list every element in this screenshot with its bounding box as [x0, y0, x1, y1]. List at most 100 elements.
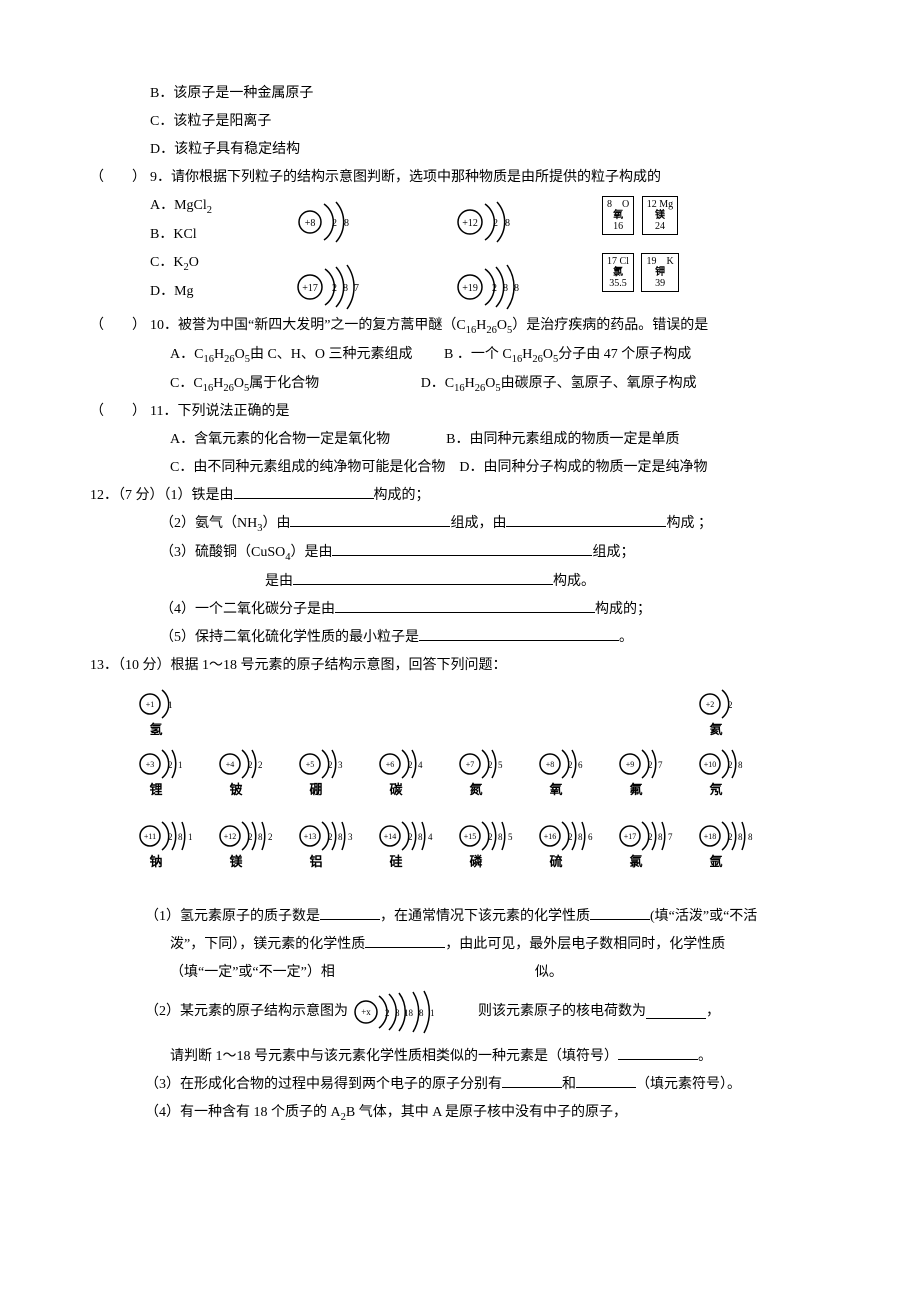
svg-text:氦: 氦 — [709, 722, 722, 737]
blank[interactable] — [293, 570, 553, 585]
q11-opts-row1: A．含氧元素的化合物一定是氧化物 B．由同种元素组成的物质一定是单质 — [170, 426, 830, 454]
atom-x-icon: +x 2 8 18 8 1 — [348, 987, 478, 1037]
svg-text:8: 8 — [178, 832, 183, 842]
blank[interactable] — [590, 905, 650, 920]
svg-text:氟: 氟 — [629, 782, 642, 797]
answer-paren[interactable]: （ ） — [90, 312, 150, 340]
q9-opt-b: B．KCl — [150, 221, 270, 249]
svg-text:铝: 铝 — [309, 854, 322, 869]
element-box-o: 8 O氧16 — [602, 196, 634, 235]
q9-opt-a: A．MgCl2 — [150, 192, 270, 221]
svg-text:6: 6 — [578, 760, 583, 770]
svg-text:+16: +16 — [544, 832, 557, 841]
q12-5: （5）保持二氧化硫化学性质的最小粒子是。 — [160, 624, 830, 652]
svg-text:4: 4 — [418, 760, 423, 770]
blank[interactable] — [502, 1073, 562, 1088]
answer-paren[interactable]: （ ） — [90, 164, 150, 192]
q13-1b: 泼”，下同），镁元素的化学性质，由此可见，最外层电子数相同时，化学性质 — [170, 931, 830, 959]
svg-text:8: 8 — [738, 760, 743, 770]
q13-3: （3）在形成化合物的过程中易得到两个电子的原子分别有和（填元素符号）。 — [145, 1071, 830, 1099]
q13-periodic-diagram: +11氢+22氦 +321锂+422铍+523硼+624碳+725氮+826氧+… — [130, 686, 830, 897]
blank[interactable] — [419, 626, 619, 641]
blank[interactable] — [332, 541, 592, 556]
svg-text:2: 2 — [385, 1008, 390, 1018]
svg-text:+2: +2 — [706, 700, 715, 709]
svg-text:7: 7 — [668, 832, 673, 842]
svg-text:+17: +17 — [302, 283, 318, 294]
svg-text:2: 2 — [488, 760, 493, 770]
q13-head: 13．（10 分）根据 1～18 号元素的原子结构示意图，回答下列问题： — [90, 652, 830, 680]
svg-text:锂: 锂 — [149, 782, 162, 797]
option-d: D．该粒子具有稳定结构 — [150, 136, 830, 164]
svg-text:2: 2 — [648, 832, 653, 842]
q13-2b: 请判断 1～18 号元素中与该元素化学性质相类似的一种元素是（填符号）。 — [170, 1043, 830, 1071]
svg-text:6: 6 — [588, 832, 593, 842]
svg-text:2: 2 — [168, 832, 173, 842]
svg-text:碳: 碳 — [389, 782, 403, 797]
blank[interactable] — [335, 598, 595, 613]
svg-text:8: 8 — [418, 832, 423, 842]
element-box-k: 19 K钾39 — [641, 253, 678, 292]
svg-text:2: 2 — [332, 218, 337, 229]
svg-text:2: 2 — [248, 832, 253, 842]
q13-1a: （1）氢元素原子的质子数是，在通常情况下该元素的化学性质(填“活泼”或“不活 — [145, 903, 830, 931]
element-box-mg: 12 Mg镁24 — [642, 196, 678, 235]
svg-text:1: 1 — [178, 760, 183, 770]
svg-text:2: 2 — [328, 832, 333, 842]
svg-text:氧: 氧 — [548, 782, 562, 797]
svg-text:氮: 氮 — [469, 782, 482, 797]
svg-text:氩: 氩 — [709, 854, 722, 869]
svg-text:氖: 氖 — [709, 782, 722, 797]
svg-text:硼: 硼 — [309, 782, 322, 797]
svg-text:+12: +12 — [224, 832, 237, 841]
q13-1c: （填“一定”或“不一定”）相似。 — [170, 959, 830, 987]
svg-text:8: 8 — [258, 832, 263, 842]
svg-text:+11: +11 — [144, 832, 156, 841]
svg-text:8: 8 — [419, 1008, 424, 1018]
q13-4: （4）有一种含有 18 个质子的 A2B 气体，其中 A 是原子核中没有中子的原… — [145, 1099, 830, 1128]
svg-text:+7: +7 — [466, 760, 475, 769]
blank[interactable] — [365, 933, 445, 948]
svg-text:2: 2 — [408, 832, 413, 842]
svg-text:2: 2 — [568, 760, 573, 770]
q9-stem: （ ）9．请你根据下列粒子的结构示意图判断，选项中那种物质是由所提供的粒子构成的 — [90, 164, 830, 192]
svg-text:2: 2 — [408, 760, 413, 770]
svg-text:8: 8 — [578, 832, 583, 842]
svg-text:2: 2 — [492, 283, 497, 294]
svg-text:镁: 镁 — [229, 854, 243, 869]
svg-text:+1: +1 — [146, 700, 155, 709]
blank[interactable] — [290, 512, 450, 527]
q9-opt-d: D．Mg — [150, 278, 270, 306]
svg-text:5: 5 — [498, 760, 503, 770]
option-c: C．该粒子是阳离子 — [150, 108, 830, 136]
svg-text:2: 2 — [248, 760, 253, 770]
answer-paren[interactable]: （ ） — [90, 398, 150, 426]
svg-text:+9: +9 — [626, 760, 635, 769]
svg-text:2: 2 — [728, 760, 733, 770]
q12-4: （4）一个二氧化碳分子是由构成的； — [160, 596, 830, 624]
svg-text:+8: +8 — [546, 760, 555, 769]
svg-text:5: 5 — [508, 832, 513, 842]
element-box-cl: 17 Cl氯35.5 — [602, 253, 634, 292]
blank[interactable] — [506, 512, 666, 527]
svg-text:8: 8 — [344, 218, 349, 229]
svg-text:1: 1 — [430, 1008, 435, 1018]
blank[interactable] — [646, 1004, 706, 1019]
blank[interactable] — [576, 1073, 636, 1088]
svg-text:8: 8 — [505, 218, 510, 229]
svg-text:8: 8 — [338, 832, 343, 842]
svg-text:+3: +3 — [146, 760, 155, 769]
svg-text:2: 2 — [568, 832, 573, 842]
svg-text:2: 2 — [328, 760, 333, 770]
blank[interactable] — [618, 1045, 698, 1060]
q11-opts-row2: C．由不同种元素组成的纯净物可能是化合物 D．由同种分子构成的物质一定是纯净物 — [170, 454, 830, 482]
svg-text:4: 4 — [428, 832, 433, 842]
q12-2: （2）氨气（NH3）由组成，由构成 ； — [160, 510, 830, 539]
blank[interactable] — [234, 484, 374, 499]
svg-text:硅: 硅 — [389, 854, 402, 869]
blank[interactable] — [320, 905, 380, 920]
svg-text:+x: +x — [361, 1007, 371, 1017]
svg-text:3: 3 — [348, 832, 353, 842]
svg-text:2: 2 — [332, 283, 337, 294]
q9-opt-c: C．K2O — [150, 249, 270, 278]
